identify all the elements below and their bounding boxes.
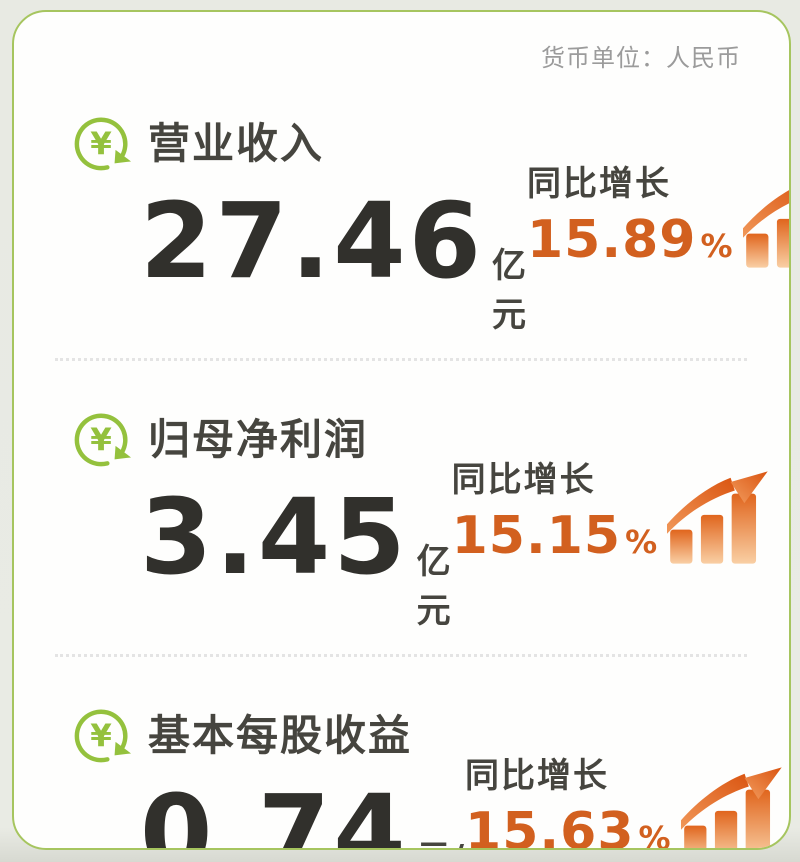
rising-bar-chart-arrow-icon bbox=[736, 172, 789, 272]
growth-block: 同比增长 15.15 % bbox=[452, 459, 774, 564]
percent-sign: % bbox=[638, 818, 671, 850]
dotted-divider bbox=[55, 358, 747, 361]
growth-label: 同比增长 bbox=[451, 460, 596, 500]
metric-label: 营业收入 bbox=[148, 119, 325, 168]
metric-left-column: ¥ 基本每股收益 0.74 元/股 bbox=[70, 705, 465, 850]
percent-sign: % bbox=[700, 226, 733, 265]
metric-value-row: 27.46 亿元 bbox=[140, 189, 527, 336]
metric-label: 归母净利润 bbox=[148, 415, 369, 464]
growth-block: 同比增长 15.63 % bbox=[465, 755, 787, 850]
percent-sign: % bbox=[625, 522, 658, 561]
metric-value-row: 0.74 元/股 bbox=[140, 772, 465, 850]
yuan-circle-arrow-icon: ¥ bbox=[70, 409, 132, 471]
yen-glyph: ¥ bbox=[90, 127, 112, 163]
metric-header: ¥ 归母净利润 bbox=[70, 409, 452, 471]
growth-text: 同比增长 15.63 % bbox=[465, 755, 671, 850]
metric-unit: 亿元 bbox=[416, 542, 452, 631]
metric-unit: 亿元 bbox=[491, 246, 527, 335]
growth-text: 同比增长 15.89 % bbox=[527, 163, 733, 266]
rising-bar-chart-arrow-icon bbox=[660, 468, 773, 568]
metric-value-row: 3.45 亿元 bbox=[140, 485, 452, 632]
growth-value: 15.89 bbox=[526, 209, 697, 270]
metric-section-eps: ¥ 基本每股收益 0.74 元/股 同比增长 15.63 % bbox=[14, 657, 789, 850]
metric-unit: 元/股 bbox=[417, 830, 465, 848]
growth-text: 同比增长 15.15 % bbox=[452, 459, 658, 562]
growth-value: 15.15 bbox=[451, 505, 622, 566]
currency-unit-note: 货币单位：人民币 bbox=[541, 44, 741, 72]
growth-value: 15.63 bbox=[465, 801, 635, 850]
yen-glyph: ¥ bbox=[90, 719, 112, 755]
yuan-circle-arrow-icon: ¥ bbox=[70, 113, 132, 175]
metric-section-revenue: ¥ 营业收入 27.46 亿元 同比增长 15.89 % bbox=[14, 73, 789, 336]
dotted-divider bbox=[55, 654, 747, 657]
metric-header: ¥ 基本每股收益 bbox=[70, 705, 465, 767]
growth-value-row: 15.15 % bbox=[452, 510, 658, 562]
yuan-circle-arrow-icon: ¥ bbox=[70, 705, 132, 767]
metric-label: 基本每股收益 bbox=[148, 711, 413, 760]
metric-header: ¥ 营业收入 bbox=[70, 113, 527, 175]
financial-summary-card: 货币单位：人民币 ¥ 营业收入 27.46 亿元 bbox=[12, 10, 791, 850]
metric-value: 27.46 bbox=[140, 180, 484, 302]
metric-left-column: ¥ 营业收入 27.46 亿元 bbox=[70, 113, 527, 336]
metric-value: 0.74 bbox=[140, 772, 409, 850]
metric-left-column: ¥ 归母净利润 3.45 亿元 bbox=[70, 409, 452, 632]
growth-block: 同比增长 15.89 % bbox=[527, 163, 789, 268]
growth-label: 同比增长 bbox=[465, 756, 610, 796]
growth-value-row: 15.89 % bbox=[527, 214, 733, 266]
metric-value: 3.45 bbox=[140, 476, 409, 598]
rising-bar-chart-arrow-icon bbox=[674, 764, 787, 848]
growth-label: 同比增长 bbox=[526, 164, 671, 204]
growth-value-row: 15.63 % bbox=[465, 801, 671, 850]
yen-glyph: ¥ bbox=[90, 423, 112, 459]
metric-section-net-profit: ¥ 归母净利润 3.45 亿元 同比增长 15.15 % bbox=[14, 361, 789, 632]
